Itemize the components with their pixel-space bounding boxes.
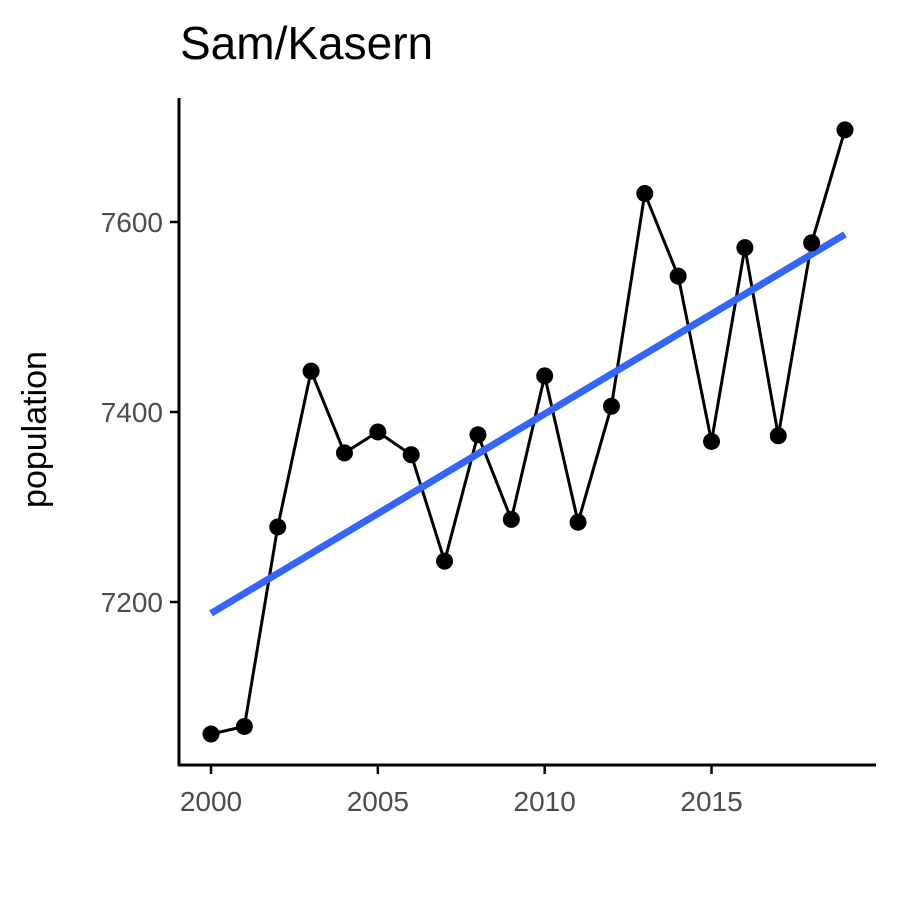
y-tick-label: 7600 (101, 207, 163, 238)
chart-title: Sam/Kasern (180, 17, 434, 69)
data-point (402, 446, 420, 464)
data-point (302, 362, 320, 380)
data-point (602, 397, 620, 415)
data-point (235, 717, 253, 735)
data-point (469, 426, 487, 444)
data-point (803, 234, 821, 252)
data-point (703, 432, 721, 450)
x-tick-label: 2000 (180, 786, 242, 817)
x-tick-label: 2005 (347, 786, 409, 817)
data-point (502, 510, 520, 528)
data-point (736, 239, 754, 257)
data-point (536, 367, 554, 385)
y-tick-label: 7400 (101, 397, 163, 428)
trend-line (209, 231, 847, 617)
data-point (836, 121, 854, 139)
data-point (369, 423, 387, 441)
data-point (436, 552, 454, 570)
data-point (569, 513, 587, 531)
x-tick-label: 2010 (514, 786, 576, 817)
x-tick-label: 2015 (680, 786, 742, 817)
y-tick-label: 7200 (101, 587, 163, 618)
data-point (335, 444, 353, 462)
y-axis-title: population (16, 351, 54, 508)
data-point (636, 185, 654, 202)
data-point (769, 427, 787, 445)
data-point (202, 725, 220, 743)
data-point (269, 518, 287, 536)
data-point (669, 267, 687, 285)
series-line (210, 129, 847, 736)
